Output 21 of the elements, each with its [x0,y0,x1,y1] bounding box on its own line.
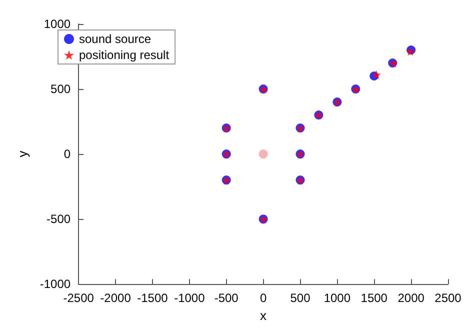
legend-label: positioning result [79,48,170,62]
x-tick-label: -1500 [137,291,168,306]
x-tick-label: -2000 [100,291,132,306]
x-tick-label: -1000 [174,291,206,306]
x-tick-label: -500 [214,291,239,306]
y-tick-label: 500 [50,82,71,96]
x-tick-label: 1500 [360,291,388,306]
x-tick-label: -2500 [63,291,94,306]
y-tick-label: -500 [46,212,71,226]
x-tick-label: 1000 [324,291,351,306]
x-axis-title: x [260,308,268,323]
x-tick-label: 2000 [398,291,425,306]
y-tick-label: 0 [64,147,71,162]
y-tick-label: -1000 [40,277,71,292]
x-tick-label: 2500 [434,291,462,306]
point [258,150,268,159]
y-tick-label: 1000 [44,17,71,31]
x-tick-label: 500 [290,291,311,306]
x-tick-label: 0 [260,291,267,306]
y-axis-title: y [15,150,30,158]
legend-label: sound source [79,32,152,46]
